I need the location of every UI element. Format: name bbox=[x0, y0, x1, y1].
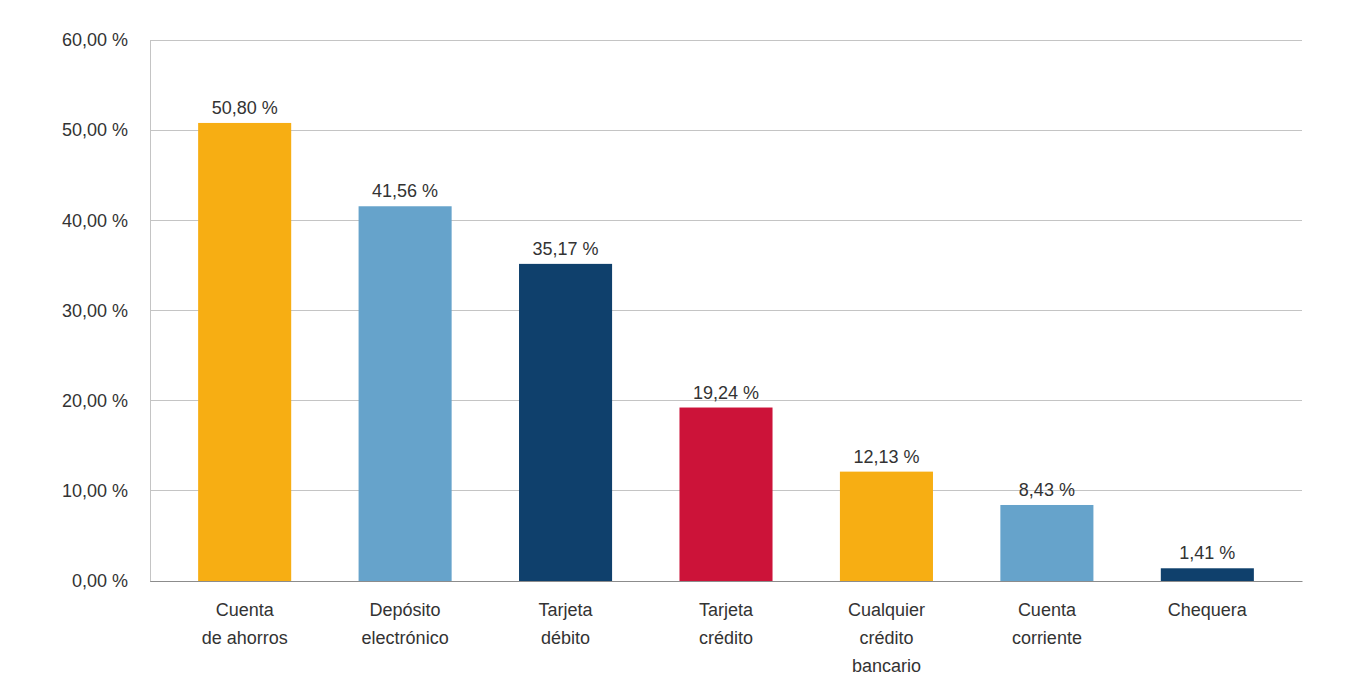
data-labels: 50,80 % 41,56 % 35,17 % 19,24 % 12,13 % 8,43 … bbox=[212, 98, 1236, 563]
y-axis: 0,00 % 10,00 % 20,00 % 30,00 % 40,00 % 50,00 … bbox=[62, 30, 151, 591]
x-tick: Depósito electrónico bbox=[362, 581, 449, 648]
y-tick-label: 20,00 % bbox=[62, 391, 128, 411]
x-tick-label-line: débito bbox=[541, 628, 590, 648]
x-tick-label-line: Chequera bbox=[1168, 600, 1248, 620]
data-label: 50,80 % bbox=[212, 98, 278, 118]
bar bbox=[198, 123, 291, 581]
x-tick-label-line: Cuenta bbox=[216, 600, 275, 620]
y-tick-label: 0,00 % bbox=[72, 571, 128, 591]
data-label: 35,17 % bbox=[533, 239, 599, 259]
x-tick: Cualquier crédito bancario bbox=[848, 581, 925, 676]
x-tick: Cuenta de ahorros bbox=[202, 581, 288, 648]
bar bbox=[519, 264, 612, 581]
y-tick-label: 50,00 % bbox=[62, 120, 128, 140]
chart: 0,00 % 10,00 % 20,00 % 30,00 % 40,00 % 50,00 … bbox=[0, 0, 1360, 696]
x-tick-label: Cualquier crédito bancario bbox=[848, 600, 925, 676]
x-tick-label-line: bancario bbox=[852, 656, 921, 676]
bar bbox=[679, 408, 772, 581]
grid-line bbox=[150, 130, 1302, 131]
x-tick-label: Tarjeta crédito bbox=[699, 600, 754, 648]
bars bbox=[198, 123, 1254, 581]
bar bbox=[1000, 505, 1093, 581]
y-tick-label: 10,00 % bbox=[62, 481, 128, 501]
x-tick-label-line: Tarjeta bbox=[699, 600, 754, 620]
grid bbox=[150, 40, 1302, 581]
y-tick-label: 60,00 % bbox=[62, 30, 128, 50]
x-tick-label-line: Tarjeta bbox=[539, 600, 594, 620]
data-label: 12,13 % bbox=[853, 447, 919, 467]
grid-line bbox=[150, 220, 1302, 221]
x-tick-label-line: Cuenta bbox=[1018, 600, 1077, 620]
y-tick-label: 30,00 % bbox=[62, 301, 128, 321]
data-label: 8,43 % bbox=[1019, 480, 1075, 500]
data-label: 19,24 % bbox=[693, 383, 759, 403]
y-axis-line bbox=[150, 41, 151, 582]
grid-line bbox=[150, 310, 1302, 311]
x-tick: Tarjeta crédito bbox=[699, 581, 754, 648]
x-axis-line bbox=[151, 581, 1303, 582]
x-tick-label-line: de ahorros bbox=[202, 628, 288, 648]
bar bbox=[840, 472, 933, 581]
x-tick-label: Depósito electrónico bbox=[362, 600, 449, 648]
data-label: 41,56 % bbox=[372, 181, 438, 201]
x-tick: Chequera bbox=[1168, 581, 1248, 620]
x-tick-label: Cuenta de ahorros bbox=[202, 600, 288, 648]
y-tick: 10,00 % bbox=[62, 481, 150, 501]
x-tick-label-line: corriente bbox=[1012, 628, 1082, 648]
bar bbox=[1161, 568, 1254, 581]
bar bbox=[359, 206, 452, 581]
x-tick: Tarjeta débito bbox=[539, 581, 594, 648]
x-axis: Cuenta de ahorros Depósito electrónico Tarje… bbox=[151, 581, 1303, 676]
x-tick-label-line: electrónico bbox=[362, 628, 449, 648]
x-tick-label-line: crédito bbox=[859, 628, 913, 648]
plot: 0,00 % 10,00 % 20,00 % 30,00 % 40,00 % 50,00 … bbox=[62, 30, 1303, 675]
y-tick: 40,00 % bbox=[62, 211, 150, 231]
y-tick: 0,00 % bbox=[72, 571, 150, 591]
grid-line bbox=[150, 40, 1302, 41]
y-tick: 50,00 % bbox=[62, 120, 150, 140]
x-tick-label: Tarjeta débito bbox=[539, 600, 594, 648]
x-tick-label-line: crédito bbox=[699, 628, 753, 648]
x-tick-label-line: Cualquier bbox=[848, 600, 925, 620]
x-tick-label-line: Depósito bbox=[370, 600, 441, 620]
data-label: 1,41 % bbox=[1179, 543, 1235, 563]
y-tick: 60,00 % bbox=[62, 30, 150, 50]
x-tick: Cuenta corriente bbox=[1012, 581, 1082, 648]
x-tick-label: Chequera bbox=[1168, 600, 1248, 620]
y-tick-label: 40,00 % bbox=[62, 211, 128, 231]
y-tick: 30,00 % bbox=[62, 301, 150, 321]
y-tick: 20,00 % bbox=[62, 391, 150, 411]
x-tick-label: Cuenta corriente bbox=[1012, 600, 1082, 648]
